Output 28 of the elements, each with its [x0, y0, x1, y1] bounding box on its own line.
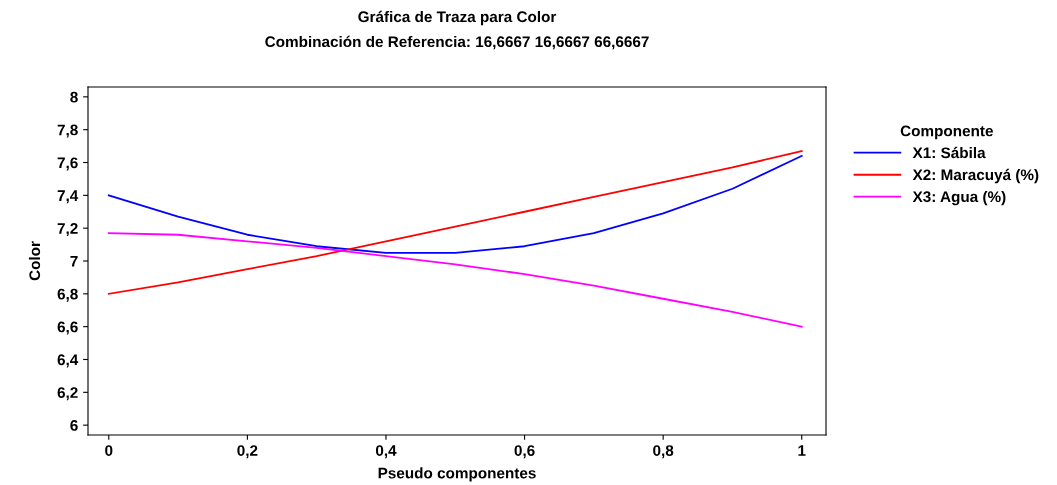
y-tick-label: 6,6: [57, 321, 78, 335]
x-tick-label: 0,4: [375, 445, 397, 459]
y-tick-label: 7,4: [57, 190, 79, 204]
x-tick-label: 0: [105, 445, 113, 456]
y-tick-label: 6,8: [57, 288, 78, 302]
line-series: [107, 155, 803, 254]
y-tick-label: 6,4: [57, 354, 79, 368]
x-axis-title: Pseudo componentes: [378, 467, 536, 482]
x-tick-label: 1: [798, 445, 806, 456]
x-tick-label: 0,6: [514, 445, 535, 459]
y-tick-label: 7,8: [57, 124, 78, 138]
legend-label: X3: Agua (%): [912, 190, 1006, 206]
line-series: [107, 232, 803, 328]
x-tick-label: 0,8: [653, 445, 674, 459]
y-tick-label: 7,6: [57, 157, 78, 171]
line-series: [107, 150, 803, 295]
chart-subtitle: Combinación de Referencia: 16,6667 16,6667 66,6667: [265, 35, 649, 50]
legend-label: X2: Maracuyá (%): [912, 168, 1039, 184]
y-tick-label: 6: [70, 420, 78, 431]
legend-label: X1: Sábila: [912, 146, 986, 159]
y-tick-label: 8: [70, 91, 78, 103]
y-tick-label: 7: [70, 256, 78, 267]
y-axis-title: Color: [28, 241, 41, 281]
x-tick-label: 0,2: [237, 445, 258, 459]
y-tick-label: 6,2: [57, 387, 78, 401]
legend-title: Componente: [900, 125, 993, 140]
chart-title: Gráfica de Traza para Color: [358, 10, 557, 26]
y-tick-label: 7,2: [57, 223, 78, 237]
